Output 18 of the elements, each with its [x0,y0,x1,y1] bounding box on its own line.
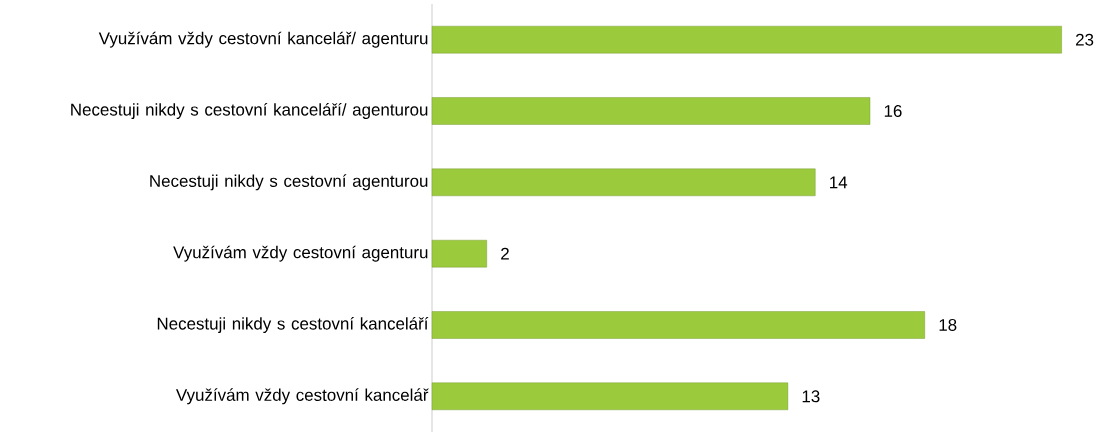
data-label: 2 [501,247,509,260]
data-label: 18 [939,318,957,331]
y-tick-label: Využívám vždy cestovní agenturu [173,245,428,262]
bar [431,25,1062,54]
data-label: 13 [802,390,820,403]
y-tick-label: Využívám vždy cestovní kancelář [175,388,429,405]
bar [431,239,487,268]
bar [431,168,816,197]
bar [431,382,789,411]
bar [431,311,925,339]
y-tick-label: Necestuji nikdy s cestovní kanceláří [157,317,429,333]
y-tick-label: Necestuji nikdy s cestovní agenturou [150,174,428,191]
data-label: 23 [1076,33,1094,46]
data-label: 14 [830,176,848,189]
y-tick-label: Využívám vždy cestovní kancelář/ agenturu [98,31,428,48]
data-label: 16 [884,104,902,117]
y-tick-label: Necestuji nikdy s cestovní kanceláří/ agenturou [71,103,428,119]
bar [431,97,871,125]
